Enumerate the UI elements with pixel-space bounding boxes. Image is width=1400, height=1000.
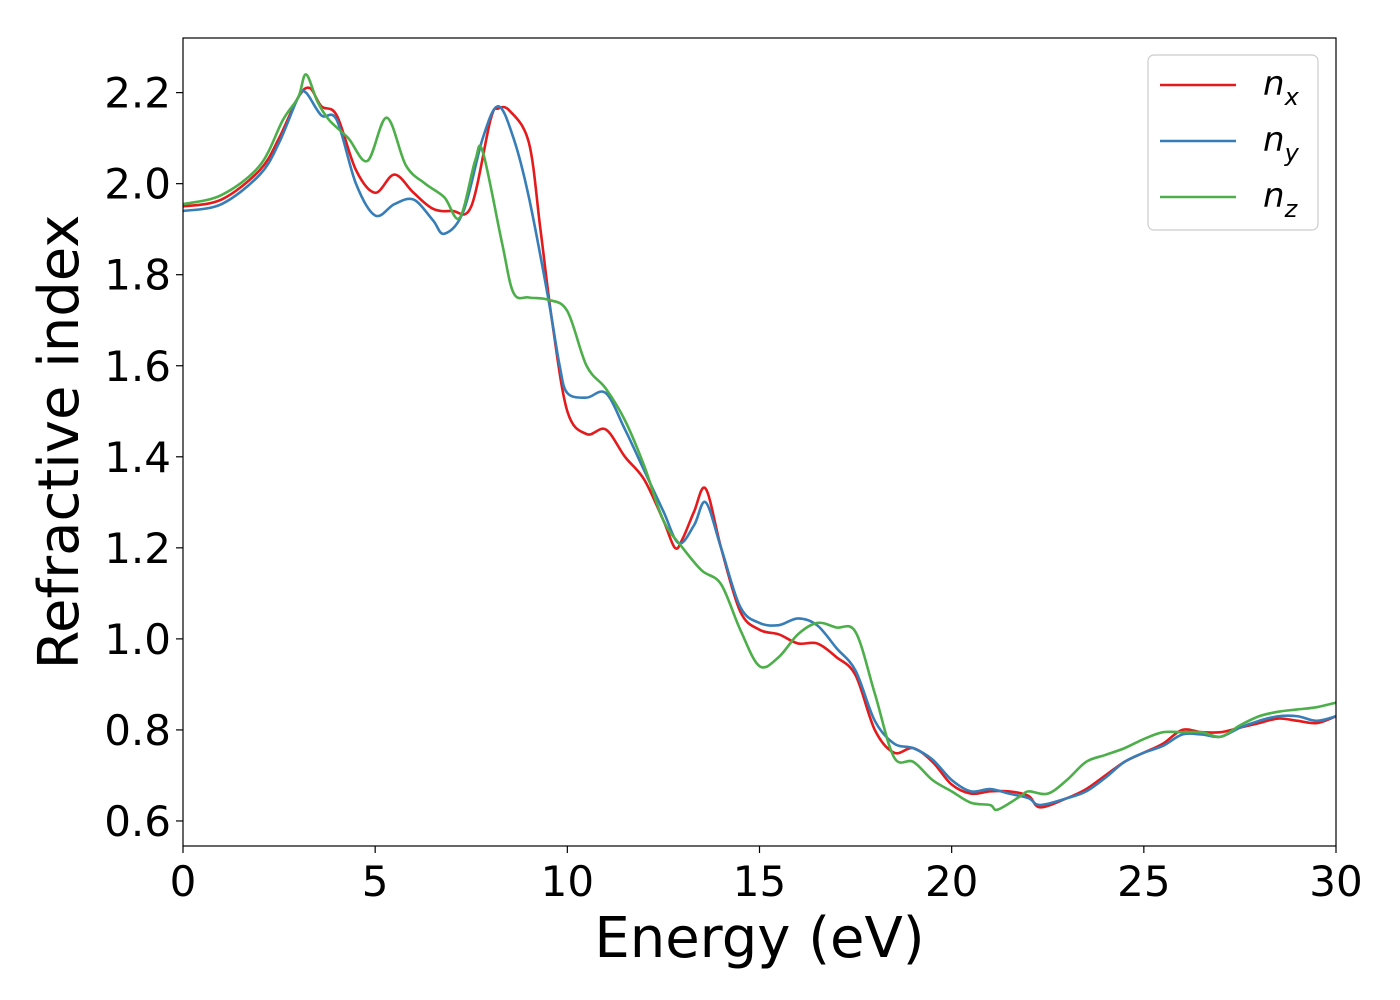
x-tick-label: 5 [362,857,389,906]
x-tick-label: 30 [1309,857,1362,906]
series-lines [183,73,1336,812]
x-axis-title: Energy (eV) [594,906,924,971]
legend: nx ny nz [1147,54,1319,231]
y-tick-label: 2.0 [104,160,171,209]
y-tick-label: 1.4 [104,433,171,482]
legend-box [1147,54,1319,231]
legend-label-n-y: ny [1263,120,1300,167]
y-axis-title: Refractive index [27,215,92,670]
series-line-n-z [183,73,1336,812]
series-line-n-y [183,89,1336,807]
x-tick-label: 25 [1117,857,1170,906]
y-tick-label: 1.6 [104,342,171,391]
y-tick-label: 1.2 [104,524,171,573]
x-tick-label: 20 [925,857,978,906]
y-tick-label: 2.2 [104,69,171,118]
y-axis-ticks: 0.6 0.8 1.0 1.2 1.4 1.6 1.8 2.0 2.2 [104,69,183,846]
x-axis-ticks: 0 5 10 15 20 25 30 [170,846,1363,906]
x-tick-label: 15 [733,857,786,906]
legend-label-n-x: nx [1263,64,1300,111]
y-tick-label: 0.8 [104,706,171,755]
plot-frame [182,37,1337,847]
y-tick-label: 0.6 [104,797,171,846]
x-tick-label: 0 [170,857,197,906]
y-tick-label: 1.0 [104,615,171,664]
legend-label-n-z: nz [1263,176,1299,223]
y-tick-label: 1.8 [104,251,171,300]
x-tick-label: 10 [541,857,594,906]
